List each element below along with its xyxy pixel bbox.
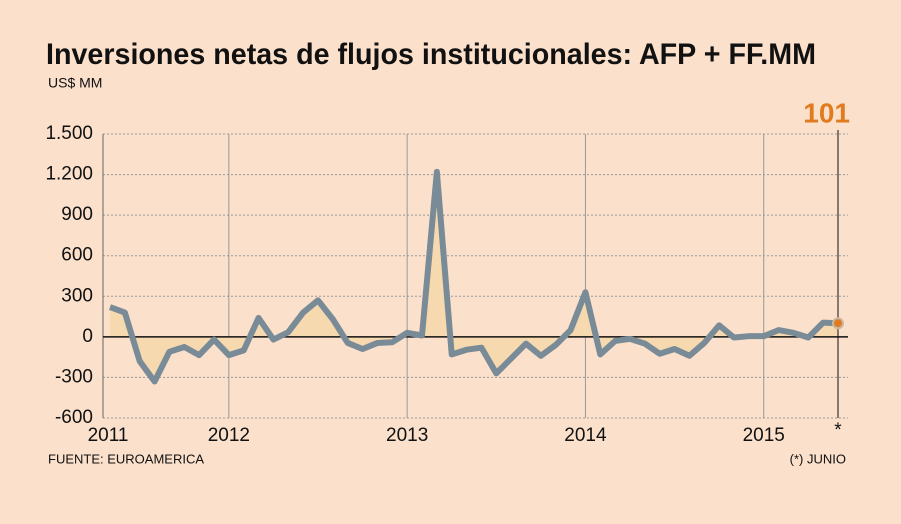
x-tick-label: 2015 — [743, 425, 785, 446]
y-tick-label: 1.500 — [45, 123, 93, 144]
y-tick-label: 0 — [82, 326, 93, 347]
x-tick-label: 2014 — [564, 425, 607, 446]
y-tick-label: 900 — [61, 204, 93, 225]
annotation: 101 — [803, 97, 850, 128]
subtitle: US$ MM — [48, 75, 102, 91]
x-tick-label: * — [834, 420, 842, 441]
x-tick-label: 2012 — [208, 425, 250, 446]
note: (*) JUNIO — [790, 451, 846, 466]
line — [108, 168, 839, 385]
y-tick-label: 300 — [61, 285, 93, 306]
y-tick-label: 600 — [61, 245, 93, 266]
y-tick-label: -300 — [55, 366, 93, 387]
x-tick-label: 2013 — [386, 425, 428, 446]
highlight-point — [832, 317, 844, 330]
source: FUENTE: EUROAMERICA — [48, 451, 204, 466]
chart-title: Inversiones netas de flujos instituciona… — [46, 38, 816, 71]
x-tick-label: 2011 — [88, 425, 129, 446]
y-tick-label: -600 — [55, 407, 93, 428]
y-tick-label: 1.200 — [45, 164, 93, 185]
